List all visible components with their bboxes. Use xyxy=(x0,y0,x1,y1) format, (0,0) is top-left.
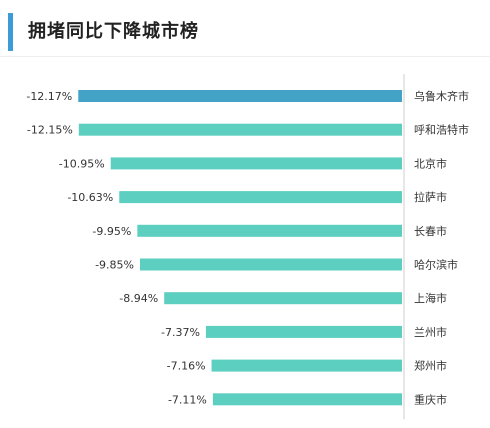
value-label-7: -8.94% xyxy=(119,292,158,305)
category-label-8: 兰州市 xyxy=(414,325,447,339)
chart-header: 拥堵同比下降城市榜 xyxy=(0,0,490,57)
value-label-8: -7.37% xyxy=(161,326,200,339)
bar-1 xyxy=(78,90,402,102)
bar-4 xyxy=(119,191,402,204)
value-label-5: -9.95% xyxy=(92,225,131,238)
value-label-3: -10.95% xyxy=(59,157,105,170)
bar-2 xyxy=(78,123,402,136)
bar-10 xyxy=(212,393,402,406)
category-label-7: 上海市 xyxy=(414,291,447,305)
category-label-1: 乌鲁木齐市 xyxy=(414,89,469,103)
bar-chart-svg: -12.17% 乌鲁木齐市 -12.15% 呼和浩特市 -10.95% 北京市 -10.63… xyxy=(26,74,469,420)
value-label-9: -7.16% xyxy=(167,360,206,373)
category-label-10: 重庆市 xyxy=(414,392,447,406)
bar-5 xyxy=(137,224,402,237)
category-label-2: 呼和浩特市 xyxy=(414,123,469,137)
value-label-6: -9.85% xyxy=(95,259,134,272)
chart-title: 拥堵同比下降城市榜 xyxy=(28,21,199,42)
bar-7 xyxy=(164,292,402,305)
category-label-4: 拉萨市 xyxy=(414,190,447,204)
category-label-9: 郑州市 xyxy=(414,359,447,373)
bar-6 xyxy=(139,258,403,271)
value-label-4: -10.63% xyxy=(67,191,113,204)
title-accent-bar xyxy=(8,13,13,51)
bar-9 xyxy=(211,359,402,372)
bar-8 xyxy=(205,325,402,338)
value-label-10: -7.11% xyxy=(168,393,207,406)
bar-chart: -12.17% 乌鲁木齐市 -12.15% 呼和浩特市 -10.95% 北京市 -10.63… xyxy=(0,60,490,424)
value-label-2: -12.15% xyxy=(27,124,73,137)
category-label-3: 北京市 xyxy=(414,156,447,170)
value-label-1: -12.17% xyxy=(26,90,72,103)
bar-3 xyxy=(110,157,402,170)
category-label-5: 长春市 xyxy=(414,224,447,238)
category-label-6: 哈尔滨市 xyxy=(414,258,458,272)
